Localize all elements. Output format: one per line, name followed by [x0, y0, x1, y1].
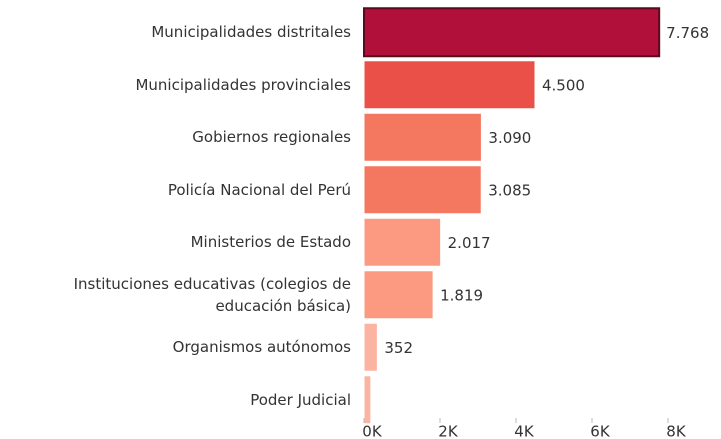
- category-label-box: Organismos autónomos: [172, 338, 351, 356]
- value-label: 7.768: [666, 24, 709, 42]
- category-label: Municipalidades distritales: [151, 23, 351, 41]
- category-label: Ministerios de Estado: [190, 233, 351, 251]
- category-label: Instituciones educativas (colegios de ed…: [73, 274, 351, 315]
- x-tick-label: 0K: [362, 423, 383, 439]
- category-label: Poder Judicial: [250, 390, 351, 409]
- bar: [363, 322, 378, 372]
- bar: [363, 375, 372, 425]
- category-label: Policía Nacional del Perú: [167, 180, 351, 199]
- category-label: Organismos autónomos: [172, 338, 351, 356]
- x-tick-label: 8K: [666, 423, 687, 439]
- category-label-box: Ministerios de Estado: [190, 233, 351, 251]
- x-tick-label: 2K: [438, 423, 459, 439]
- x-tick-label: 6K: [590, 423, 611, 439]
- category-label: Gobiernos regionales: [192, 128, 351, 146]
- bar: [363, 217, 442, 267]
- category-label-box: Municipalidades distritales: [151, 23, 351, 41]
- value-label: 352: [384, 339, 413, 357]
- bar: [363, 7, 661, 58]
- category-label-box: Gobiernos regionales: [192, 128, 351, 146]
- category-label-box: Municipalidades provinciales: [135, 75, 351, 94]
- bar: [363, 270, 434, 320]
- bar: [363, 165, 482, 215]
- category-label-box: Policía Nacional del Perú: [167, 180, 351, 199]
- category-label-box: Instituciones educativas (colegios de ed…: [73, 274, 351, 315]
- x-tick-label: 4K: [514, 423, 535, 439]
- bar: [363, 112, 482, 162]
- value-label: 2.017: [448, 234, 491, 252]
- value-label: 4.500: [542, 76, 585, 94]
- value-label: 3.090: [488, 129, 531, 147]
- value-label: 3.085: [488, 181, 531, 199]
- bar: [363, 60, 536, 110]
- category-label: Municipalidades provinciales: [135, 75, 351, 94]
- category-label-box: Poder Judicial: [250, 390, 351, 409]
- value-label: 1.819: [440, 286, 483, 304]
